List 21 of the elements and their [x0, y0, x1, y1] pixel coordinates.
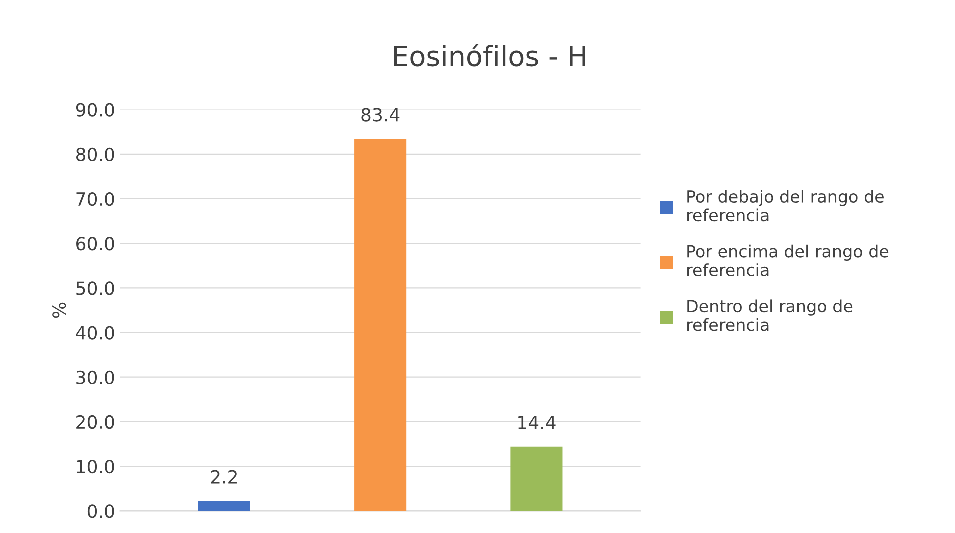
bar — [510, 446, 563, 512]
data-label: 83.4 — [362, 108, 400, 122]
y-tick-label: 60.0 — [76, 237, 114, 251]
y-tick-label: 30.0 — [76, 370, 114, 384]
y-tick-label: 40.0 — [76, 326, 114, 340]
y-axis-title: % — [52, 302, 66, 318]
y-tick-label: 20.0 — [76, 415, 114, 430]
chart-title: Eosinófilos - H — [394, 44, 586, 67]
legend-label: Dentro del rango de referencia — [688, 300, 853, 332]
y-tick-label: 10.0 — [77, 460, 114, 474]
data-label: 2.2 — [211, 470, 237, 484]
bar — [198, 501, 250, 512]
y-tick-label: 0.0 — [88, 504, 114, 518]
y-tick-label: 90.0 — [76, 103, 114, 117]
y-tick-label: 80.0 — [76, 148, 114, 162]
bar — [354, 139, 407, 512]
y-tick-label: 70.0 — [76, 192, 114, 206]
legend-label: Por encima del rango de referencia — [688, 244, 889, 276]
data-label: 14.4 — [518, 416, 556, 430]
legend-label: Por debajo del rango de referencia — [688, 190, 884, 222]
y-tick-label: 50.0 — [76, 282, 114, 296]
